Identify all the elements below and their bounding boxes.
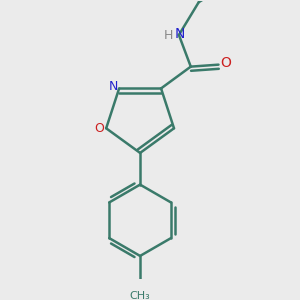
Text: O: O [94, 122, 104, 135]
Text: N: N [175, 27, 185, 41]
Text: O: O [220, 56, 231, 70]
Text: CH₃: CH₃ [130, 291, 151, 300]
Text: N: N [109, 80, 118, 93]
Text: H: H [163, 29, 173, 42]
